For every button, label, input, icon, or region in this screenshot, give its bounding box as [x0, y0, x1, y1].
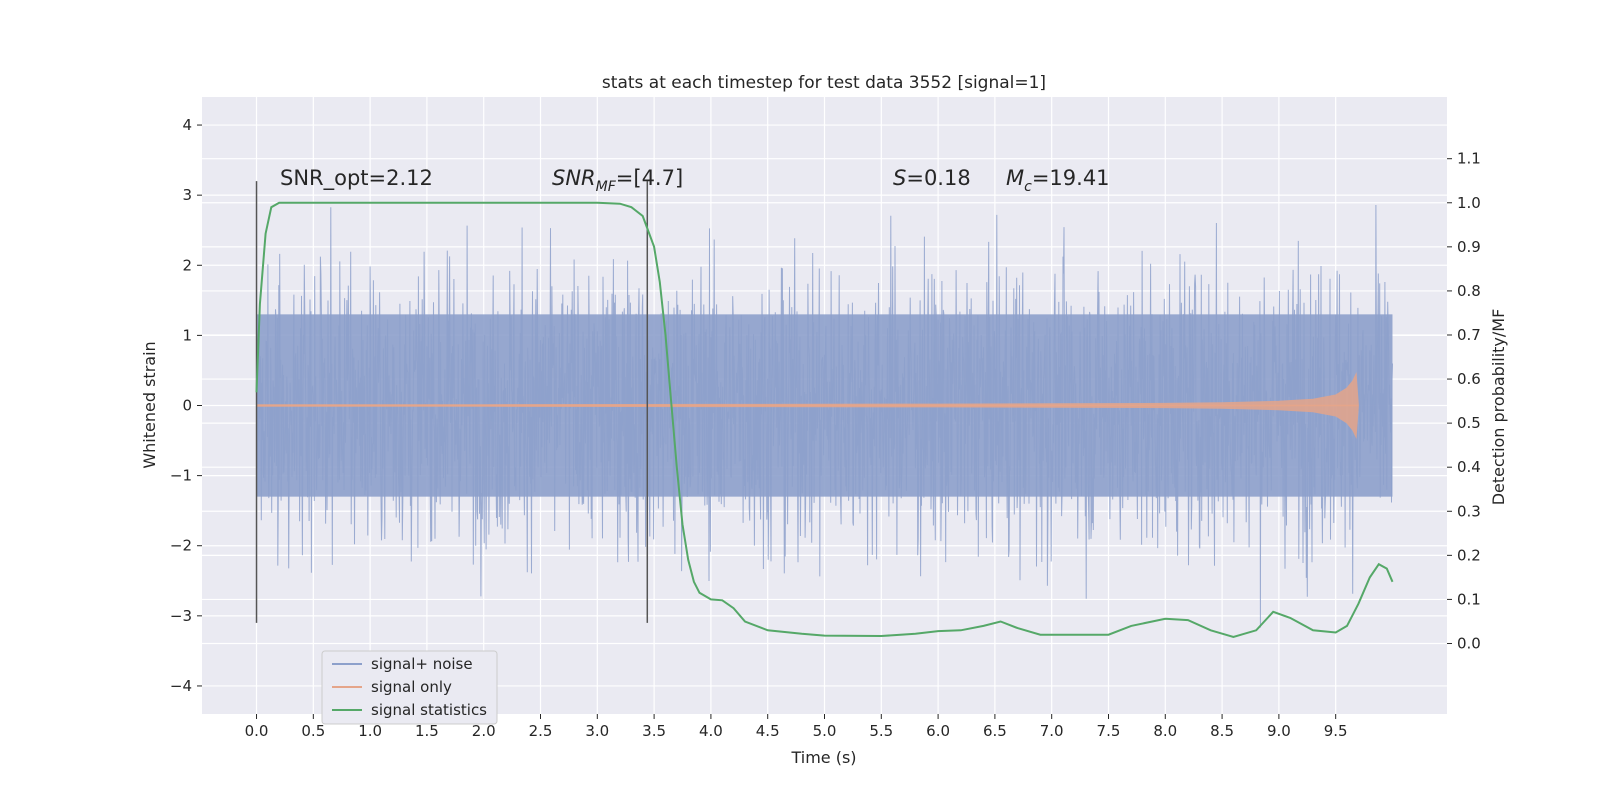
y-right-tick-label: 0.5	[1457, 414, 1481, 432]
x-tick-label: 5.5	[869, 722, 893, 740]
x-tick-label: 3.5	[642, 722, 666, 740]
y-axis-right-label: Detection probability/MF	[1489, 309, 1508, 506]
annotation-mc: Mc=19.41	[1006, 166, 1110, 195]
x-tick-label: 9.0	[1267, 722, 1291, 740]
y-right-tick-label: 0.0	[1457, 634, 1481, 652]
y-right-tick-label: 0.2	[1457, 546, 1481, 564]
mc-sub: c	[1024, 179, 1032, 195]
x-tick-label: 7.5	[1097, 722, 1121, 740]
mc-italic: M	[1006, 166, 1024, 190]
x-tick-label: 6.0	[926, 722, 950, 740]
annotation-snr-opt: SNR_opt=2.12	[280, 166, 433, 191]
chart-title: stats at each timestep for test data 355…	[602, 73, 1046, 93]
legend-box	[321, 650, 498, 725]
y-left-tick-label: −2	[170, 537, 192, 555]
y-right-tick-label: 0.7	[1457, 326, 1481, 344]
y-left-tick-label: 1	[182, 326, 192, 344]
snr-mf-rest: =[4.7]	[616, 166, 683, 190]
annotations: SNR_opt=2.12 SNRMF=[4.7] S=0.18 Mc=19.41	[280, 166, 1110, 195]
x-axis-label: Time (s)	[790, 748, 856, 767]
y-left-tick-label: −3	[170, 607, 192, 625]
y-left-tick-label: 3	[182, 186, 192, 204]
y-left-tick-label: 4	[182, 116, 192, 134]
x-tick-label: 0.0	[245, 722, 269, 740]
legend-label-signal: signal only	[371, 678, 452, 696]
y-right-tick-label: 0.6	[1457, 370, 1481, 388]
y-right-tick-label: 0.9	[1457, 238, 1481, 256]
y-right-tick-label: 0.3	[1457, 502, 1481, 520]
snr-mf-sub: MF	[596, 179, 617, 195]
legend-label-stats: signal statistics	[371, 701, 487, 719]
y-left-tick-label: −1	[170, 467, 192, 485]
x-tick-label: 9.5	[1324, 722, 1348, 740]
series-signal-statistics	[255, 201, 1394, 638]
x-tick-label: 8.0	[1153, 722, 1177, 740]
y-axis-left-label: Whitened strain	[140, 341, 159, 468]
y-right-tick-label: 0.8	[1457, 282, 1481, 300]
y-right-tick-label: 1.1	[1457, 150, 1481, 168]
x-tick-label: 7.0	[1040, 722, 1064, 740]
axis-ticks: 0.0 0.5 1.0 1.5 2.0 2.5 3.0 3.5 4.0 4.5 5.0 5.5 6.0 6…	[170, 116, 1481, 740]
y-left-tick-label: 2	[182, 256, 192, 274]
annotation-snr-mf: SNRMF=[4.7]	[552, 166, 683, 195]
annotation-s: S=0.18	[893, 166, 971, 190]
x-tick-label: 2.0	[472, 722, 496, 740]
x-tick-label: 6.5	[983, 722, 1007, 740]
x-tick-label: 1.5	[415, 722, 439, 740]
x-tick-label: 4.0	[699, 722, 723, 740]
y-right-tick-label: 0.1	[1457, 590, 1481, 608]
x-tick-label: 0.5	[301, 722, 325, 740]
s-italic: S	[893, 166, 906, 190]
legend-label-noise: signal+ noise	[371, 655, 473, 673]
legend: signal+ noise signal only signal statist…	[321, 650, 498, 725]
y-left-tick-label: −4	[170, 677, 192, 695]
x-tick-label: 4.5	[756, 722, 780, 740]
y-left-tick-label: 0	[182, 397, 192, 415]
series-signal-only	[256, 371, 1359, 440]
snr-mf-main: SNR	[552, 166, 596, 190]
x-tick-label: 5.0	[813, 722, 837, 740]
s-rest: =0.18	[906, 166, 970, 190]
signal-statistics-line	[255, 201, 1394, 638]
y-right-tick-label: 0.4	[1457, 458, 1481, 476]
x-tick-label: 2.5	[529, 722, 553, 740]
x-tick-label: 1.0	[358, 722, 382, 740]
y-right-tick-label: 1.0	[1457, 194, 1481, 212]
x-tick-label: 3.0	[585, 722, 609, 740]
mc-rest: =19.41	[1032, 166, 1110, 190]
x-tick-label: 8.5	[1210, 722, 1234, 740]
vertical-markers	[255, 181, 649, 623]
